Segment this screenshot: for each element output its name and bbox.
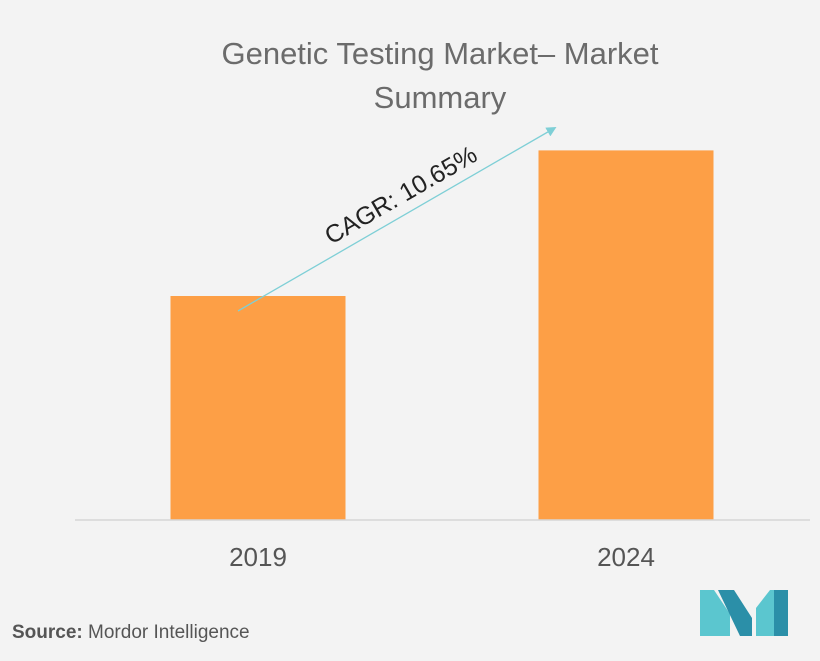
chart-title-line-2: Summary <box>373 80 507 115</box>
bar-series <box>170 150 714 520</box>
bar-2019 <box>170 296 346 520</box>
x-tick-labels: 2019 2024 <box>229 542 655 572</box>
cagr-annotation: CAGR: 10.65% <box>320 140 482 250</box>
source-label: Source: <box>12 622 83 643</box>
chart-title: Genetic Testing Market– Market Summary <box>160 32 720 120</box>
source-text: Mordor Intelligence <box>88 622 250 643</box>
bar-2024 <box>538 150 714 520</box>
source-note: Source: Mordor Intelligence <box>12 622 250 644</box>
chart-title-line-1: Genetic Testing Market– Market <box>221 36 659 71</box>
mordor-intelligence-logo-icon <box>700 590 788 636</box>
x-tick-label-2024: 2024 <box>597 542 655 572</box>
cagr-trend-arrow <box>237 126 557 312</box>
x-tick-label-2019: 2019 <box>229 542 287 572</box>
